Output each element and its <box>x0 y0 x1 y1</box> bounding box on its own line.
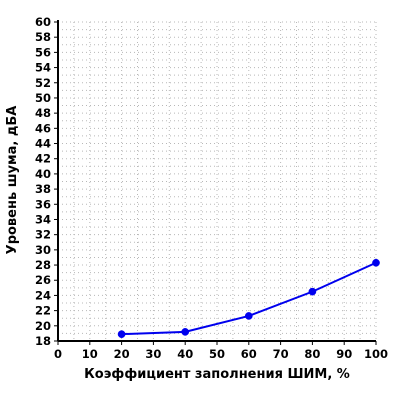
x-tick-label: 0 <box>54 347 62 361</box>
series-layer <box>117 258 380 339</box>
data-point <box>308 287 317 296</box>
y-tick-label: 32 <box>35 228 51 242</box>
y-tick-label: 52 <box>35 76 51 90</box>
x-tick-label: 70 <box>273 347 289 361</box>
y-tick-label: 54 <box>35 61 51 75</box>
y-tick-label: 22 <box>35 304 51 318</box>
x-axis-label: Коэффициент заполнения ШИМ, % <box>84 367 350 382</box>
data-point <box>372 258 380 267</box>
x-tick-label: 80 <box>304 347 320 361</box>
y-axis-label: Уровень шума, дБА <box>5 106 20 255</box>
y-tick-label: 50 <box>35 91 51 105</box>
y-tick-label: 26 <box>35 273 51 287</box>
y-tick-label: 44 <box>35 137 51 151</box>
data-point <box>244 312 253 320</box>
x-tick-label: 40 <box>177 347 193 361</box>
data-point <box>181 328 190 336</box>
x-tick-label: 10 <box>82 347 98 361</box>
grid-lines <box>58 21 377 341</box>
x-tick-label: 20 <box>114 347 130 361</box>
x-tick-label: 90 <box>336 347 352 361</box>
y-tick-label: 34 <box>35 212 51 226</box>
x-tick-label: 100 <box>364 347 388 361</box>
data-point <box>117 330 126 339</box>
x-tick-label: 50 <box>209 347 225 361</box>
y-tick-label: 36 <box>35 197 51 211</box>
x-tick-label: 60 <box>241 347 257 361</box>
y-tick-label: 42 <box>35 152 51 166</box>
y-tick-label: 30 <box>35 243 51 257</box>
y-tick-label: 28 <box>35 258 51 272</box>
y-tick-label: 38 <box>35 182 51 196</box>
y-tick-label: 60 <box>35 15 51 29</box>
y-tick-label: 18 <box>35 334 51 348</box>
plot-background <box>58 20 375 340</box>
y-tick-label: 58 <box>35 30 51 44</box>
y-tick-label: 48 <box>35 106 51 120</box>
x-tick-label: 30 <box>145 347 161 361</box>
y-tick-label: 46 <box>35 121 51 135</box>
x-tick-labels: 0 10 20 30 40 50 60 70 80 90 100 <box>54 347 388 361</box>
y-tick-label: 40 <box>35 167 51 181</box>
y-tick-label: 20 <box>35 319 51 333</box>
y-tick-label: 56 <box>35 45 51 59</box>
y-tick-label: 24 <box>35 288 51 302</box>
